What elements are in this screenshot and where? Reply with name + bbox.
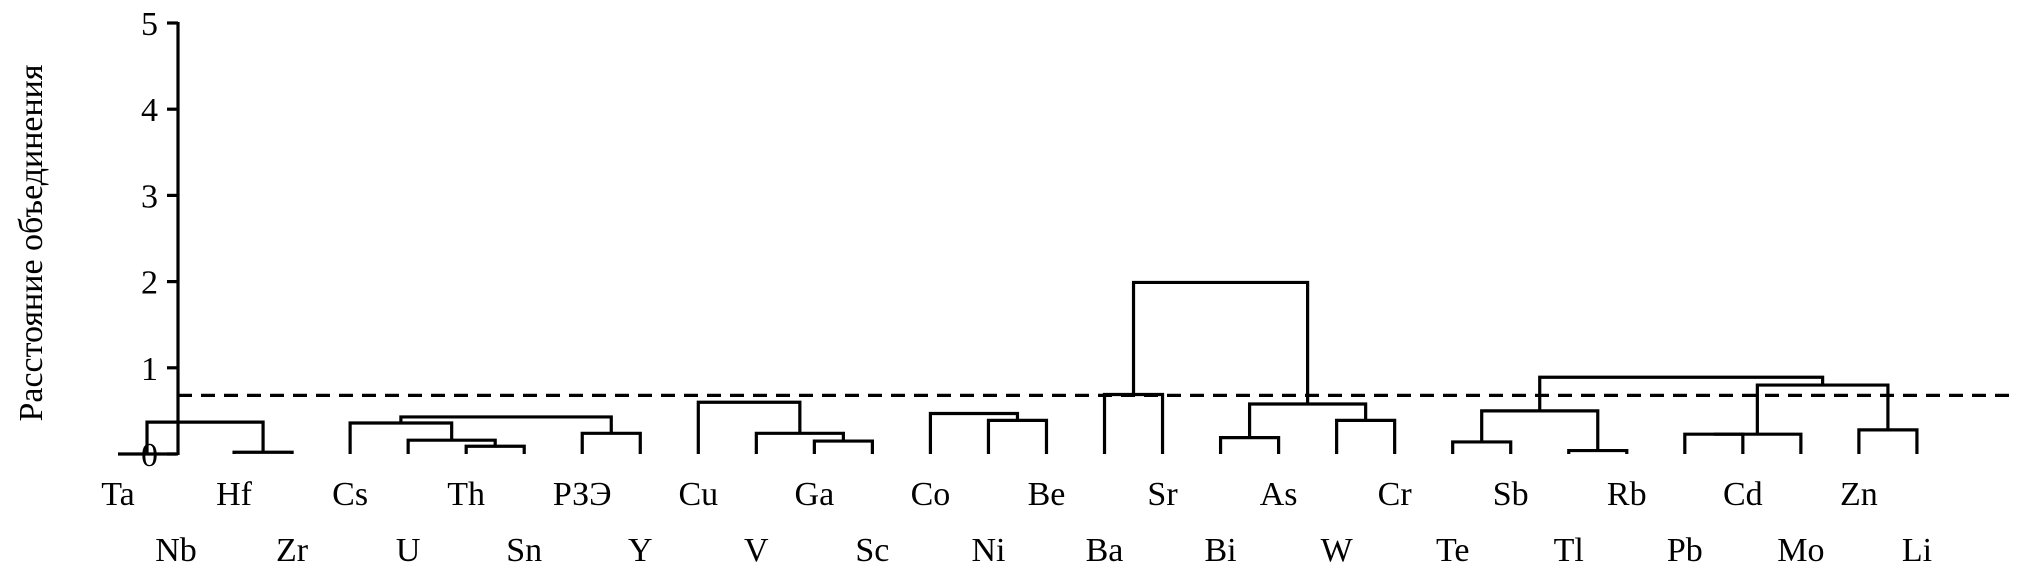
dendrogram-link [988, 420, 1046, 454]
leaf-label: Pb [1667, 532, 1703, 569]
leaf-label: Cs [332, 476, 368, 513]
dendrogram-link [1757, 385, 1888, 434]
leaf-label: Th [447, 476, 485, 513]
leaf-label: Cr [1378, 476, 1413, 513]
leaf-labels: Ta Nb Hf Zr Cs U Th Sn РЗЭ Y Cu V Ga Sc Co Ni Be Ba Sr Bi As… [101, 476, 1932, 569]
leaf-label: As [1260, 476, 1298, 513]
dendrogram-link [1482, 411, 1598, 451]
dendrogram-link [582, 433, 640, 454]
leaf-label: Nb [155, 532, 197, 569]
dendrogram-link [466, 446, 524, 454]
leaf-label: Y [628, 532, 653, 569]
leaf-label: Tl [1554, 532, 1584, 569]
leaf-label: V [744, 532, 769, 569]
leaf-label: РЗЭ [553, 476, 612, 513]
dendrogram-link [1569, 451, 1627, 454]
y-tick-label: 5 [141, 6, 158, 43]
y-tick-label: 1 [141, 351, 158, 388]
leaf-label: W [1321, 532, 1354, 569]
leaf-label: Rb [1607, 476, 1647, 513]
leaf-label: Zn [1840, 476, 1878, 513]
dendrogram-link [1453, 442, 1511, 454]
leaf-label: Mo [1777, 532, 1824, 569]
dendrogram-link [1685, 434, 1743, 454]
y-axis-title: Расстояние объединения [13, 64, 50, 421]
dendrogram-link [1714, 434, 1801, 454]
dendrogram-link [1221, 438, 1279, 454]
leaf-label: Co [911, 476, 951, 513]
leaf-label: Ga [795, 476, 835, 513]
leaf-label: Bi [1205, 532, 1237, 569]
dendrogram-link [401, 417, 611, 433]
leaf-label: Sr [1147, 476, 1178, 513]
leaf-label: Be [1028, 476, 1066, 513]
leaf-label: Cu [678, 476, 718, 513]
leaf-label: Ni [971, 532, 1005, 569]
dendrogram-link [1105, 395, 1163, 454]
y-tick-label: 2 [141, 265, 158, 302]
leaf-label: Hf [216, 476, 253, 513]
leaf-label: Sn [506, 532, 542, 569]
dendrogram-link [234, 452, 292, 454]
dendrogram-link [1859, 430, 1917, 454]
leaf-label: Ba [1086, 532, 1124, 569]
y-tick-label: 4 [141, 92, 158, 129]
dendrogram-link [814, 441, 872, 454]
leaf-label: Cd [1723, 476, 1763, 513]
dendrogram-link [350, 423, 452, 454]
leaf-label: Ta [101, 476, 135, 513]
dendrogram-branches [118, 282, 1917, 454]
leaf-label: Te [1436, 532, 1470, 569]
leaf-label: Sc [855, 532, 889, 569]
leaf-label: Zr [276, 532, 309, 569]
leaf-label: Sb [1493, 476, 1529, 513]
dendrogram-link [147, 422, 263, 454]
dendrogram-link [1337, 420, 1395, 454]
leaf-label: Li [1902, 532, 1932, 569]
dendrogram-link [1134, 282, 1308, 404]
leaf-label: U [396, 532, 421, 569]
y-tick-label: 3 [141, 178, 158, 215]
dendrogram-link [756, 433, 843, 454]
dendrogram-link [698, 402, 800, 454]
